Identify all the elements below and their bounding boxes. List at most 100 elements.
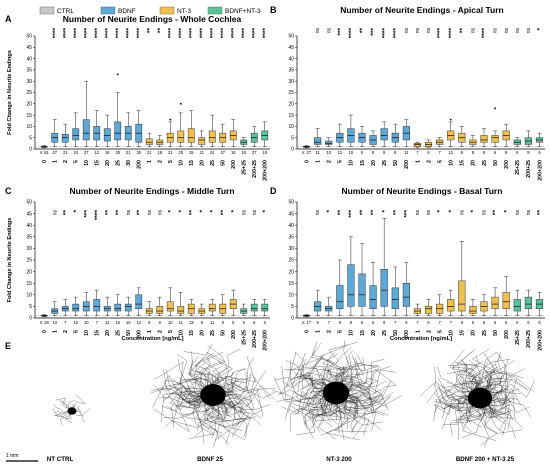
x-tick-label: 2 xyxy=(63,160,69,163)
legend-swatch xyxy=(39,6,55,15)
box-200-bdnf xyxy=(402,119,410,147)
x-tick-label: 200 xyxy=(137,160,143,169)
box-2-bdnf xyxy=(61,123,69,147)
panel-d: D Number of Neurite Endings - Basal Turn 0… xyxy=(270,186,545,351)
box-25-bdnf xyxy=(114,294,122,316)
significance-label: ** xyxy=(62,210,69,216)
box-25-nt-3 xyxy=(480,294,488,316)
spiral-ganglion-explant xyxy=(467,387,493,409)
significance-label: **** xyxy=(262,28,269,39)
box-200plus200-bdnf-nt-3 xyxy=(535,132,544,147)
n-label: 11 xyxy=(404,150,409,155)
x-axis-label: Concentration [ng/mL] xyxy=(390,336,452,342)
box-body xyxy=(250,303,258,312)
significance-label: ns xyxy=(426,28,432,34)
significance-label: ns xyxy=(326,28,332,34)
box-body xyxy=(103,128,111,142)
x-tick-label: 25+25 xyxy=(515,330,521,345)
y-tick-label: 50 xyxy=(26,34,32,40)
x-tick-label: 0 xyxy=(304,330,310,333)
outlier-point xyxy=(169,118,172,121)
box-body xyxy=(156,306,164,314)
n-label: 21 xyxy=(126,150,131,155)
n-label: 25 xyxy=(178,150,183,155)
box-body xyxy=(61,134,69,143)
significance-label: ns xyxy=(504,28,510,34)
box-5-nt-3 xyxy=(166,287,174,316)
n-label: 21 xyxy=(147,150,152,155)
box-body xyxy=(413,143,422,147)
outlier-point xyxy=(116,73,119,76)
x-tick-label: 1 xyxy=(53,330,59,333)
panel-e: E NT CTRL BDNF 25 NT-3 200 BDNF 200 + NT-3 2… xyxy=(5,340,535,463)
outlier-point xyxy=(494,107,496,110)
outlier-point xyxy=(449,118,452,121)
legend: CTRL BDNF NT-3 BDNF+NT-3 xyxy=(39,6,261,15)
y-tick-label: 5 xyxy=(29,304,32,310)
box-200plus200-bdnf-nt-3 xyxy=(261,121,269,147)
box-25plus25-bdnf-nt-3 xyxy=(513,289,521,316)
n-label: 6 xyxy=(516,150,519,155)
x-tick-label: 200+25 xyxy=(252,160,258,178)
n-label: 30 xyxy=(136,150,141,155)
significance-label: * xyxy=(230,210,237,213)
x-tick-label: 50 xyxy=(126,330,132,336)
significance-label: ns xyxy=(315,210,321,216)
x-tick-label: 30 xyxy=(126,160,132,166)
box-20-nt-3 xyxy=(469,299,477,316)
legend-swatch xyxy=(100,6,116,15)
spiral-ganglion-explant xyxy=(67,407,77,415)
x-tick-label: 20 xyxy=(471,330,477,336)
n-label: 11 xyxy=(210,320,215,325)
x-tick-label: 10 xyxy=(449,160,455,166)
y-tick-label: 20 xyxy=(26,102,32,108)
n-label: 7 xyxy=(438,150,441,155)
box-body xyxy=(177,130,185,143)
y-tick-label: 45 xyxy=(26,211,32,217)
x-tick-label: 5 xyxy=(74,160,80,163)
x-tick-label: 15 xyxy=(460,330,466,336)
x-tick-label: 2 xyxy=(426,330,432,333)
significance-label: ns xyxy=(482,210,488,216)
x-tick-label: 50 xyxy=(221,160,227,166)
n-label: 8 xyxy=(339,320,342,325)
x-tick-label: 5 xyxy=(338,160,344,163)
n-label: 6 xyxy=(494,150,497,155)
box-15-bdnf xyxy=(93,110,101,147)
x-tick-label: 20 xyxy=(371,330,377,336)
y-tick-label: 45 xyxy=(26,45,32,51)
y-tick-label: 10 xyxy=(288,124,294,130)
spiral-ganglion-explant xyxy=(200,383,226,407)
n-label: 7 xyxy=(416,150,419,155)
n-label: 9 xyxy=(483,150,486,155)
y-tick-label: 25 xyxy=(288,258,294,264)
significance-label: * xyxy=(73,210,80,213)
box-50-nt-3 xyxy=(491,107,499,147)
box-body xyxy=(402,282,410,307)
n-label: 12 xyxy=(94,150,99,155)
n-label: 6 xyxy=(361,320,364,325)
y-tick-label: 20 xyxy=(288,269,294,275)
x-tick-label: 2 xyxy=(327,330,333,333)
n-label: 8 xyxy=(461,320,464,325)
n-label: 7 xyxy=(96,320,99,325)
significance-label: ns xyxy=(126,210,132,216)
scale-bar-label: 1 mm xyxy=(6,453,19,459)
x-tick-label: 25 xyxy=(482,330,488,336)
significance-label: * xyxy=(167,210,174,213)
box-2-nt-3 xyxy=(424,299,433,316)
x-tick-label: 0 xyxy=(42,330,48,333)
y-tick-label: 20 xyxy=(288,102,294,108)
y-tick-label: 35 xyxy=(26,68,32,74)
y-tick-label: 0 xyxy=(29,147,32,153)
significance-label: ns xyxy=(315,28,321,34)
x-tick-label: 200+25 xyxy=(252,330,258,348)
x-tick-label: 1 xyxy=(315,330,321,333)
significance-label: ns xyxy=(526,28,532,34)
box-20-bdnf xyxy=(369,262,377,316)
n-label: 8 xyxy=(372,150,375,155)
legend-label: NT-3 xyxy=(177,8,191,15)
box-body xyxy=(424,306,433,314)
y-axis-label: Fold Change in Neurite Endings xyxy=(7,50,13,135)
